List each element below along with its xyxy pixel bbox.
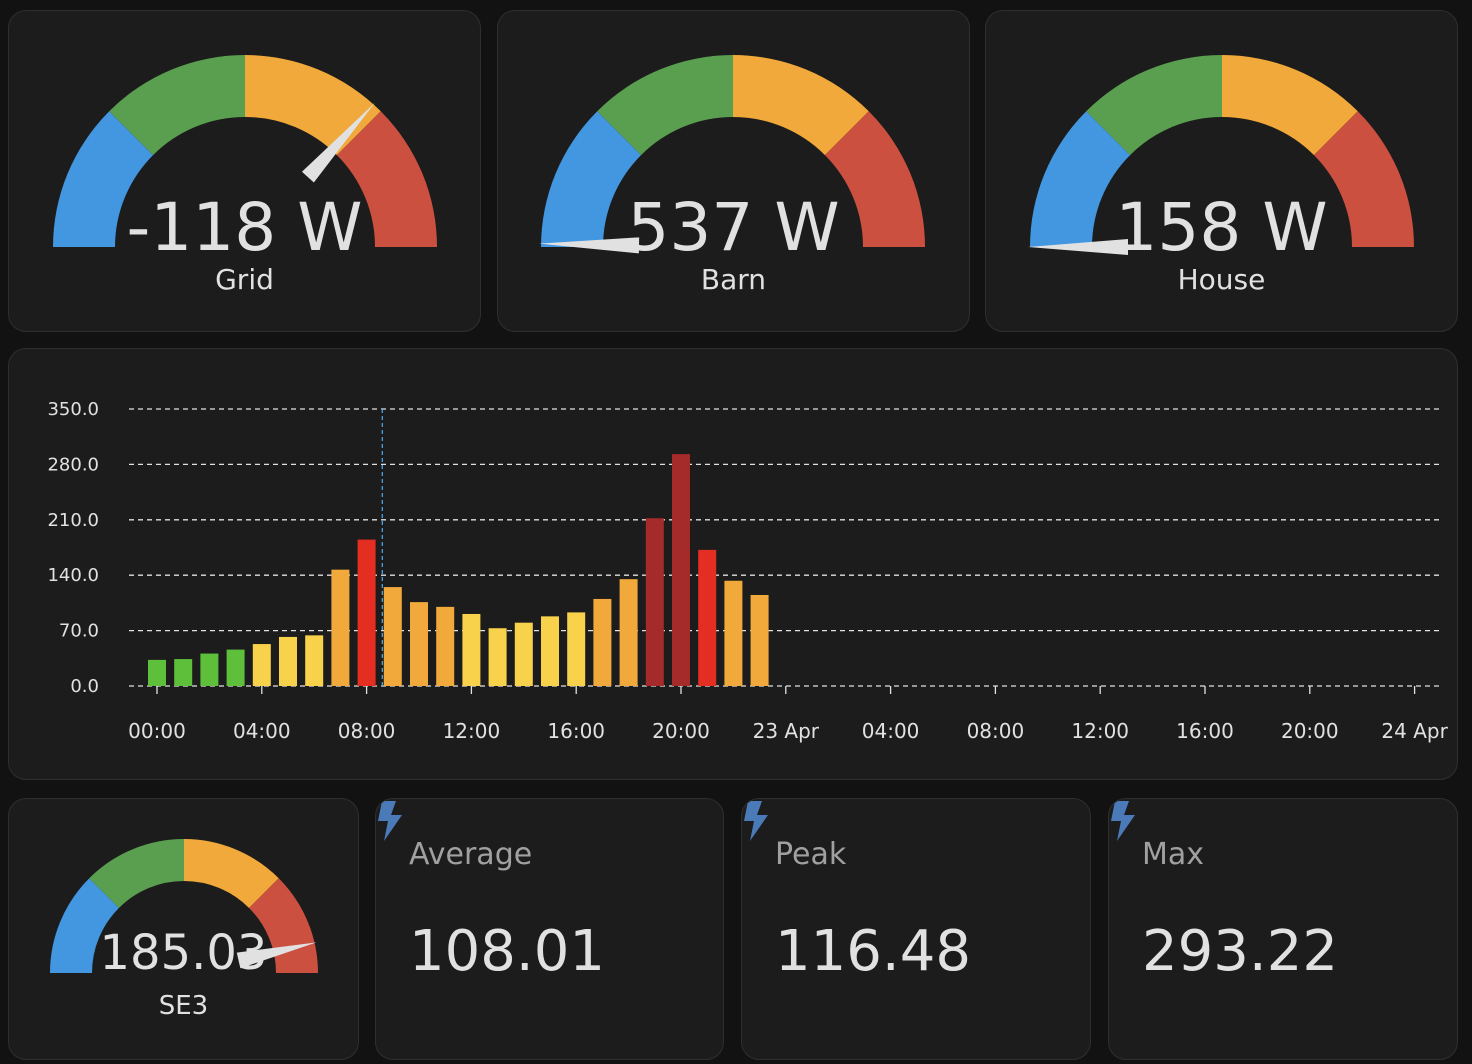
gauge-needle — [301, 102, 375, 183]
chart-bar[interactable] — [724, 580, 743, 686]
gauge-segment-green — [109, 55, 245, 156]
grid-gauge-card[interactable]: -118 W Grid — [8, 10, 481, 332]
lightning-bolt-icon — [744, 801, 768, 841]
y-tick-label: 350.0 — [47, 399, 99, 420]
max-stat-value: 293.22 — [1142, 919, 1338, 984]
gauge-segment-blue — [50, 878, 119, 973]
gauge-segment-green — [1086, 55, 1222, 156]
gauge-segment-red — [824, 111, 925, 247]
x-tick-label: 08:00 — [338, 719, 396, 743]
x-tick-label: 08:00 — [967, 719, 1025, 743]
gauge-needle — [1028, 239, 1128, 255]
chart-bar[interactable] — [750, 594, 769, 686]
y-tick-label: 140.0 — [47, 565, 99, 586]
x-tick-label: 04:00 — [233, 719, 291, 743]
se3-gauge — [50, 839, 318, 973]
chart-bar[interactable] — [619, 579, 638, 686]
barn-gauge-label: Barn — [700, 263, 767, 296]
peak-stat-card[interactable]: Peak 116.48 — [741, 798, 1091, 1060]
chart-bar[interactable] — [174, 659, 193, 686]
price-chart-card[interactable]: 350.0 280.0 210.0 140.0 70.0 0.0 00:00 04:00 08:… — [8, 348, 1458, 780]
max-stat-title: Max — [1142, 837, 1205, 872]
gauge-needle — [539, 237, 640, 254]
house-gauge-label: House — [1177, 263, 1266, 296]
gauge-segment-red — [1313, 111, 1414, 247]
gauge-segment-orange — [1222, 55, 1358, 156]
price-bar-chart: 350.0 280.0 210.0 140.0 70.0 0.0 00:00 04:00 08:… — [47, 399, 1448, 743]
se3-gauge-card[interactable]: 185.03 SE3 — [8, 798, 359, 1060]
grid-gauge-value: -118 W — [126, 189, 363, 266]
gauge-segment-orange — [184, 839, 279, 908]
x-tick-label: 20:00 — [652, 719, 710, 743]
chart-bar[interactable] — [514, 622, 533, 686]
chart-bar[interactable] — [279, 636, 297, 686]
gauge-segment-green — [597, 55, 733, 156]
chart-bar[interactable] — [462, 613, 481, 686]
chart-bar[interactable] — [383, 587, 402, 686]
gauge-segment-blue — [1030, 111, 1131, 247]
gauge-segment-red — [336, 111, 437, 247]
gauge-segment-blue — [53, 111, 154, 247]
x-tick-label: 23 Apr — [753, 719, 820, 743]
chart-bar[interactable] — [252, 644, 271, 686]
house-gauge — [1028, 55, 1414, 255]
y-tick-label: 70.0 — [59, 621, 99, 642]
chart-bar[interactable] — [541, 616, 559, 686]
x-tick-label: 16:00 — [1176, 719, 1234, 743]
x-tick-label: 00:00 — [128, 719, 186, 743]
lightning-bolt-icon — [1111, 801, 1135, 841]
chart-bar[interactable] — [567, 612, 586, 686]
max-stat-card[interactable]: Max 293.22 — [1108, 798, 1458, 1060]
chart-bar[interactable] — [593, 598, 612, 686]
house-gauge-card[interactable]: 158 W House — [985, 10, 1458, 332]
y-tick-label: 210.0 — [47, 510, 99, 531]
x-tick-label: 04:00 — [862, 719, 920, 743]
chart-bar[interactable] — [436, 606, 455, 686]
x-tick-label: 12:00 — [1071, 719, 1129, 743]
x-tick-label: 16:00 — [547, 719, 605, 743]
barn-gauge — [539, 55, 925, 254]
gauge-needle — [236, 942, 317, 969]
barn-gauge-value: 537 W — [627, 189, 840, 266]
gauge-segment-orange — [733, 55, 869, 156]
average-stat-value: 108.01 — [409, 919, 605, 984]
chart-bar[interactable] — [331, 569, 350, 686]
peak-stat-value: 116.48 — [775, 919, 971, 984]
y-tick-label: 0.0 — [70, 676, 99, 697]
chart-bar[interactable] — [305, 635, 324, 686]
gauge-segment-red — [249, 878, 318, 973]
chart-bar[interactable] — [200, 653, 219, 686]
x-tick-label: 20:00 — [1281, 719, 1339, 743]
chart-bar[interactable] — [672, 454, 690, 686]
grid-gauge-label: Grid — [215, 263, 274, 296]
lightning-bolt-icon — [378, 801, 402, 841]
y-tick-label: 280.0 — [47, 454, 99, 475]
chart-bar[interactable] — [148, 659, 166, 686]
gauge-segment-green — [89, 839, 184, 908]
chart-bar[interactable] — [645, 518, 664, 686]
x-tick-label: 24 Apr — [1381, 719, 1448, 743]
average-stat-card[interactable]: Average 108.01 — [375, 798, 724, 1060]
chart-bar[interactable] — [226, 649, 245, 686]
average-stat-title: Average — [409, 837, 533, 872]
chart-bar[interactable] — [357, 539, 376, 686]
grid-gauge — [53, 55, 437, 247]
peak-stat-title: Peak — [775, 837, 847, 872]
se3-gauge-label: SE3 — [158, 991, 209, 1021]
chart-bar[interactable] — [488, 628, 507, 686]
se3-gauge-value: 185.03 — [99, 925, 268, 981]
chart-bar[interactable] — [410, 602, 428, 686]
house-gauge-value: 158 W — [1115, 189, 1328, 266]
barn-gauge-card[interactable]: 537 W Barn — [497, 10, 970, 332]
gauge-segment-blue — [541, 111, 642, 247]
chart-bar[interactable] — [698, 549, 717, 686]
x-tick-label: 12:00 — [443, 719, 501, 743]
